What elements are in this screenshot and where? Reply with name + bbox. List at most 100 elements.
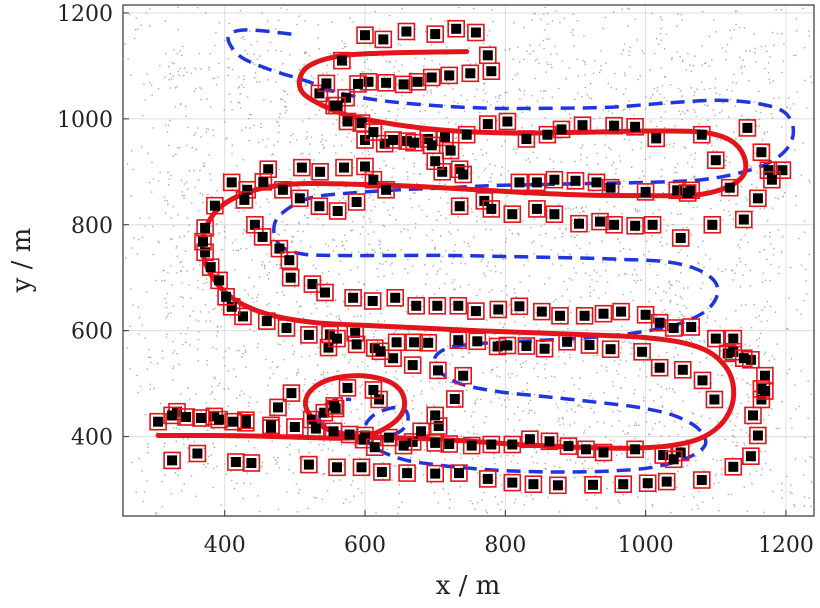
landmark-45 xyxy=(577,440,595,459)
landmark-core xyxy=(369,343,380,354)
landmark-outline xyxy=(450,197,469,215)
landmark-core xyxy=(310,423,321,434)
landmark-outline xyxy=(234,307,252,326)
landmark-core xyxy=(752,193,763,204)
landmark-outline xyxy=(664,319,683,337)
landmark-outline xyxy=(384,349,402,368)
landmark-outline xyxy=(742,447,760,466)
landmark-core xyxy=(549,209,560,220)
landmark-outline xyxy=(577,440,595,459)
landmark-core xyxy=(412,76,423,87)
landmark-152 xyxy=(575,306,594,325)
landmark-core xyxy=(402,136,413,147)
landmark-core xyxy=(360,30,370,41)
landmark-158 xyxy=(682,318,701,336)
landmark-outline xyxy=(363,292,382,310)
landmark-128 xyxy=(310,197,329,215)
landmark-94 xyxy=(394,436,413,455)
landmark-15 xyxy=(405,333,423,352)
landmark-outline xyxy=(449,296,468,315)
landmark-outline xyxy=(274,181,292,199)
landmark-65 xyxy=(192,409,210,427)
landmark-outline xyxy=(503,435,522,454)
landmark-outline xyxy=(678,184,697,202)
landmark-core xyxy=(444,70,455,81)
landmark-243 xyxy=(528,173,546,192)
landmark-outline xyxy=(612,302,630,321)
landmark-93 xyxy=(365,438,384,457)
landmark-core xyxy=(616,306,627,317)
landmark-core xyxy=(642,478,653,489)
landmark-core xyxy=(458,370,469,381)
landmark-43 xyxy=(626,440,644,459)
landmark-core xyxy=(556,124,567,135)
landmark-outline xyxy=(293,158,311,177)
landmark-core xyxy=(777,165,788,176)
landmark-core xyxy=(226,301,237,312)
landmark-outline xyxy=(626,118,644,136)
landmark-99 xyxy=(454,366,473,385)
landmark-outline xyxy=(349,75,367,93)
landmark-outline xyxy=(744,406,762,425)
landmark-core xyxy=(430,156,441,167)
landmark-core xyxy=(209,200,220,211)
landmark-205 xyxy=(377,74,395,92)
landmark-core xyxy=(531,203,542,214)
landmark-outline xyxy=(407,296,426,315)
landmark-outline xyxy=(693,371,712,390)
landmark-core xyxy=(539,343,550,354)
landmark-outline xyxy=(734,210,753,229)
landmark-outline xyxy=(347,335,366,354)
landmark-outline xyxy=(253,228,272,246)
landmark-core xyxy=(661,476,672,487)
landmark-41 xyxy=(671,443,690,462)
landmark-244 xyxy=(510,173,529,192)
landmark-core xyxy=(286,388,297,399)
landmark-core xyxy=(514,177,525,188)
landmark-core xyxy=(618,479,629,490)
landmark-core xyxy=(332,333,342,344)
landmark-143 xyxy=(386,288,405,307)
landmark-194 xyxy=(397,22,416,41)
landmark-outline xyxy=(454,165,473,184)
landmark-outline xyxy=(422,68,441,87)
landmark-core xyxy=(167,455,178,466)
landmark-outline xyxy=(591,212,609,231)
landmark-235 xyxy=(763,170,781,189)
landmark-161 xyxy=(734,349,753,368)
landmark-outline xyxy=(333,51,351,70)
landmark-core xyxy=(466,440,477,451)
landmark-outline xyxy=(426,434,445,452)
landmark-core xyxy=(398,79,409,90)
landmark-82 xyxy=(657,472,676,491)
landmark-core xyxy=(214,275,225,286)
landmark-core xyxy=(528,479,539,490)
landmark-149 xyxy=(510,297,529,316)
landmark-core xyxy=(332,462,342,473)
landmark-core xyxy=(756,147,767,158)
landmark-outline xyxy=(335,158,353,177)
landmark-242 xyxy=(545,170,564,189)
landmark-core xyxy=(524,434,535,445)
landmark-core xyxy=(453,335,464,346)
landmark-core xyxy=(605,344,616,355)
landmark-core xyxy=(562,336,573,347)
landmark-core xyxy=(378,34,389,45)
landmark-core xyxy=(486,203,497,214)
landmark-core xyxy=(472,336,483,347)
landmark-122 xyxy=(335,158,353,177)
landmark-outline xyxy=(310,84,329,103)
landmark-outline xyxy=(650,358,669,377)
landmark-107 xyxy=(277,319,296,337)
landmark-101 xyxy=(403,356,422,374)
landmark-core xyxy=(449,394,460,404)
landmark-outline xyxy=(461,64,480,83)
landmark-outline xyxy=(317,74,336,93)
landmark-81 xyxy=(638,474,657,493)
reference-path-layer xyxy=(226,28,796,474)
landmark-core xyxy=(323,342,334,353)
landmark-core xyxy=(598,447,609,458)
landmark-core xyxy=(239,194,250,205)
landmark-172 xyxy=(647,129,666,148)
landmark-outline xyxy=(364,170,383,189)
